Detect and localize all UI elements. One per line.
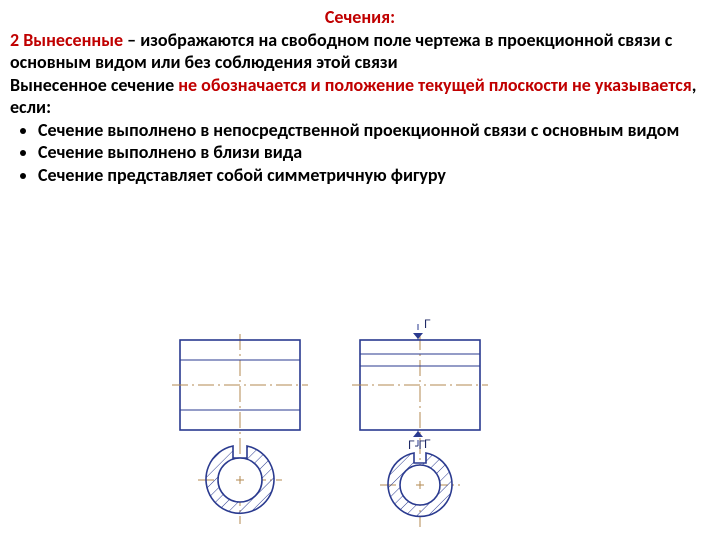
intro-lead: 2 Вынесенные (10, 29, 123, 51)
bullet-list: Сечение выполнено в непосредственной про… (10, 119, 710, 187)
bullet-item: Сечение представляет собой симметричную … (38, 164, 710, 187)
svg-text:Г: Г (424, 437, 431, 451)
diagram: ГГГ-Г (0, 310, 720, 540)
svg-text:Г-Г: Г-Г (408, 438, 425, 452)
condition-intro: Вынесенное сечение не обозначается и пол… (10, 74, 710, 119)
svg-text:Г: Г (424, 317, 431, 331)
intro-paragraph: 2 Вынесенные – изображаются на свободном… (10, 29, 710, 74)
cond-red: не обозначается и положение текущей плос… (178, 74, 691, 96)
title: Сечения: (10, 6, 710, 29)
bullet-item: Сечение выполнено в близи вида (38, 141, 710, 164)
bullet-item: Сечение выполнено в непосредственной про… (38, 119, 710, 142)
cond-pre: Вынесенное сечение (10, 74, 178, 96)
